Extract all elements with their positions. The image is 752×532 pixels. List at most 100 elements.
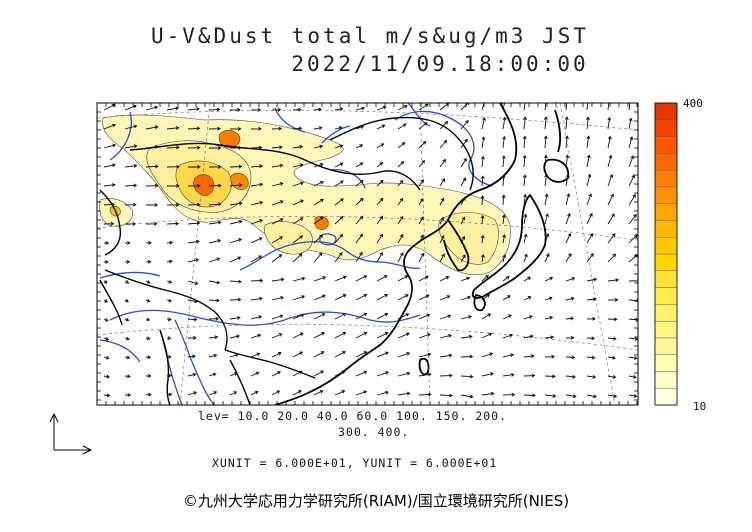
wind-vector: [439, 333, 452, 339]
wind-vector: [250, 182, 264, 187]
wind-vector: [565, 173, 570, 187]
wind-vector: [460, 216, 466, 225]
wind-vector: [523, 253, 528, 263]
wind-vector: [355, 233, 363, 244]
wind-vector: [145, 374, 152, 378]
wind-vector: [292, 313, 305, 320]
wind-vector: [586, 277, 598, 282]
wind-vector: [523, 233, 528, 244]
wind-vector: [229, 297, 242, 302]
wind-vector: [523, 354, 535, 358]
wind-vector: [271, 371, 281, 377]
colorbar-segment: [654, 337, 678, 355]
wind-vector: [250, 255, 262, 263]
wind-vector: [480, 214, 485, 225]
wind-vector: [271, 333, 283, 339]
wind-vector: [565, 232, 572, 244]
wind-vector: [292, 126, 303, 131]
wind-vector: [250, 390, 259, 396]
wind-vector: [397, 275, 409, 282]
wind-vector: [271, 145, 283, 150]
wind-vector: [103, 355, 110, 360]
wind-vector: [607, 336, 617, 341]
contour-levels-line2: 300. 400.: [338, 425, 410, 439]
river-layer: [99, 103, 493, 405]
wind-vector: [208, 202, 222, 207]
wind-vector: [166, 392, 173, 397]
wind-vector: [187, 391, 198, 396]
wind-vector: [439, 353, 453, 358]
wind-vector: [208, 146, 222, 150]
wind-vector: [586, 103, 589, 111]
wind-vector: [502, 116, 507, 130]
wind-vector: [250, 126, 262, 131]
wind-vector: [166, 106, 180, 111]
wind-vector: [523, 193, 528, 206]
border-china-india: [104, 269, 228, 351]
wind-vector: [229, 372, 238, 377]
wind-vector: [334, 294, 347, 301]
wind-vector: [544, 173, 549, 187]
wind-vector: [628, 194, 636, 206]
wind-vector: [397, 215, 404, 225]
wind-vector: [607, 297, 619, 302]
wind-vector: [544, 213, 549, 225]
wind-vector: [166, 373, 173, 378]
border-pakistan-india: [99, 279, 123, 326]
wind-vector: [292, 276, 306, 282]
wind-vector: [229, 127, 242, 131]
wind-vector: [460, 295, 472, 301]
wind-vector: [124, 280, 130, 284]
wind-vector: [586, 135, 591, 149]
wind-vector: [607, 154, 613, 168]
wind-vector: [187, 202, 201, 207]
wind-vector: [523, 315, 533, 320]
colorbar-segment: [654, 203, 678, 221]
wind-vector: [397, 352, 411, 358]
wind-vector: [460, 394, 474, 399]
wind-vector: [502, 392, 516, 397]
wind-vector: [271, 390, 281, 396]
wind-vector: [250, 352, 261, 358]
wind-vector: [271, 295, 285, 301]
wind-vector: [480, 253, 485, 263]
coastline-kyushu: [473, 294, 486, 312]
wind-vector: [502, 253, 507, 263]
wind-vector: [187, 335, 197, 340]
wind-vector: [418, 198, 424, 206]
wind-vector: [565, 316, 575, 321]
wind-vector: [481, 313, 492, 320]
coastline-korea: [443, 219, 470, 272]
wind-vector: [439, 158, 446, 168]
wind-vector: [376, 312, 389, 320]
wind-vector: [544, 103, 547, 111]
wind-vector: [481, 294, 490, 301]
wind-vector: [334, 198, 344, 206]
lake-qinghai: [319, 233, 337, 246]
wind-vector: [397, 371, 411, 377]
wind-vector: [565, 212, 571, 225]
river-huang-he: [239, 241, 421, 271]
wind-vector: [271, 163, 284, 168]
wind-vector: [124, 183, 138, 188]
wind-vector: [208, 126, 222, 131]
wind-vector: [565, 103, 568, 111]
wind-vector: [523, 393, 536, 398]
wind-vector: [397, 391, 411, 396]
wind-vector: [355, 197, 364, 206]
wind-vector: [229, 107, 241, 112]
wind-vector: [439, 197, 445, 206]
wind-vector: [229, 219, 243, 225]
wind-vector: [124, 144, 138, 149]
wind-vector: [145, 241, 152, 245]
wind-vector: [418, 333, 431, 339]
wind-vector: [376, 124, 386, 130]
wind-vector: [586, 316, 596, 321]
wind-vector: [104, 241, 110, 245]
wind-vector: [460, 138, 468, 149]
wind-vector: [355, 106, 366, 111]
wind-vector: [208, 220, 222, 225]
wind-vector: [166, 125, 180, 130]
dust-hotspot-1: [193, 174, 215, 196]
vector-unit-line: XUNIT = 6.000E+01, YUNIT = 6.000E+01: [212, 456, 498, 470]
